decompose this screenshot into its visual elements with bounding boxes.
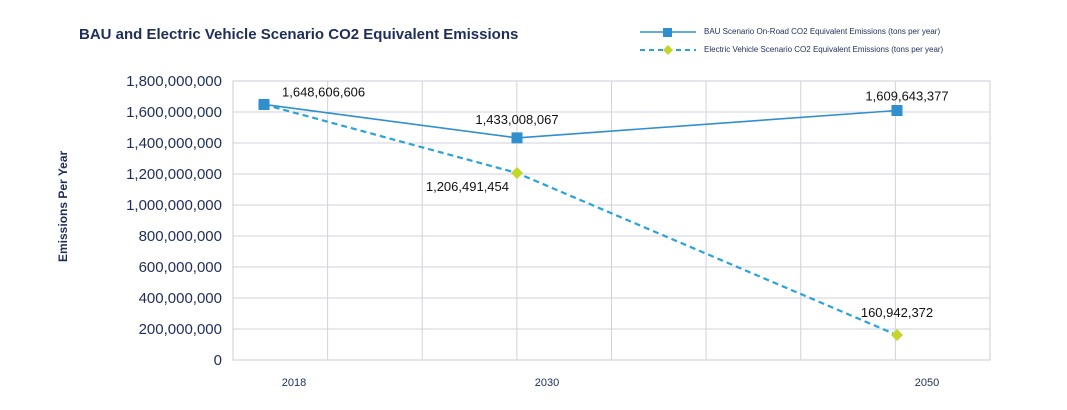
series-line-bau <box>263 103 898 139</box>
series-line-ev <box>263 103 898 337</box>
chart-title: BAU and Electric Vehicle Scenario CO2 Eq… <box>79 26 519 43</box>
ev-data-label: 1,206,491,454 <box>426 179 509 194</box>
ev-marker <box>511 166 523 179</box>
x-tick-label: 2050 <box>915 377 939 389</box>
bau-data-label: 1,609,643,377 <box>865 89 948 104</box>
y-tick-label: 800,000,000 <box>139 228 222 245</box>
x-tick-label: 2018 <box>282 377 306 389</box>
y-tick-label: 600,000,000 <box>139 259 222 276</box>
y-tick-label: 1,400,000,000 <box>126 135 222 152</box>
y-tick-label: 1,000,000,000 <box>126 197 222 214</box>
ev-marker <box>891 329 903 342</box>
y-tick-label: 1,600,000,000 <box>126 104 222 121</box>
y-tick-label: 400,000,000 <box>139 290 222 307</box>
legend-swatch-ev <box>640 45 696 55</box>
bau-data-label: 1,433,008,067 <box>475 112 558 127</box>
legend-label-bau: BAU Scenario On-Road CO2 Equivalent Emis… <box>704 27 941 36</box>
ev-data-label: 160,942,372 <box>861 305 933 320</box>
bau-marker <box>258 98 270 110</box>
bau-data-label: 1,648,606,606 <box>282 84 365 99</box>
y-tick-label: 200,000,000 <box>139 321 222 338</box>
bau-marker <box>511 132 523 144</box>
x-tick-label: 2030 <box>535 377 559 389</box>
y-tick-label: 1,200,000,000 <box>126 166 222 183</box>
bau-marker <box>891 105 903 117</box>
legend-label-ev: Electric Vehicle Scenario CO2 Equivalent… <box>704 45 944 54</box>
legend-swatch-bau <box>640 28 696 37</box>
y-tick-label: 1,800,000,000 <box>126 73 222 90</box>
y-tick-label: 0 <box>214 352 222 369</box>
